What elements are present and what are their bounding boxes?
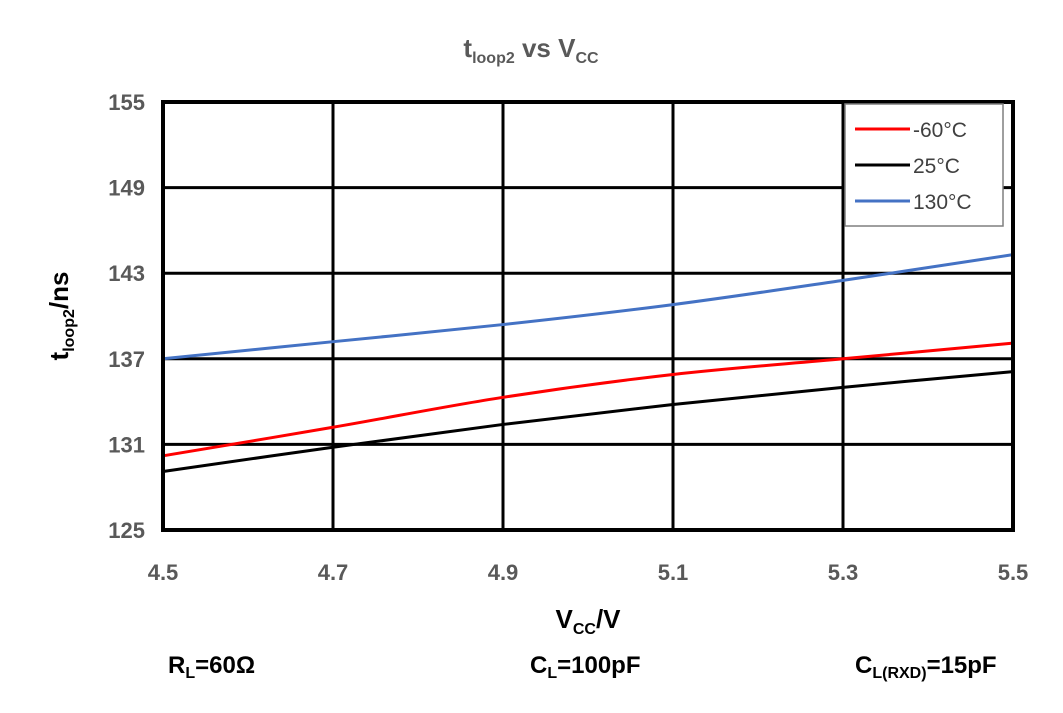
series-layer bbox=[162, 253, 1014, 473]
legend-label: 130°C bbox=[913, 191, 972, 214]
legend-label: 25°C bbox=[913, 155, 960, 178]
y-tick-label: 137 bbox=[108, 347, 145, 372]
y-tick-label: 125 bbox=[108, 518, 145, 543]
x-tick-label: 4.9 bbox=[488, 560, 519, 585]
condition-cl-rxd: CL(RXD)=15pF bbox=[855, 652, 997, 682]
x-tick-label: 4.5 bbox=[148, 560, 179, 585]
plot-frame bbox=[161, 100, 1015, 532]
y-tick-label: 143 bbox=[108, 261, 145, 286]
x-tick-label: 5.1 bbox=[658, 560, 689, 585]
series-line-2 bbox=[162, 253, 1014, 361]
x-axis-label: VCC/V bbox=[555, 604, 621, 638]
chart-title: tloop2 vs VCC bbox=[463, 33, 599, 67]
y-tick-label: 155 bbox=[108, 90, 145, 115]
x-tick-labels: 4.5 4.7 4.9 5.1 5.3 5.5 bbox=[148, 560, 1029, 585]
x-tick-label: 5.5 bbox=[998, 560, 1029, 585]
y-tick-label: 149 bbox=[108, 176, 145, 201]
y-tick-labels: 155 149 143 137 131 125 bbox=[108, 90, 145, 543]
condition-rl: RL=60Ω bbox=[168, 652, 255, 682]
series-line-0 bbox=[162, 341, 1014, 458]
series-line-1 bbox=[162, 370, 1014, 473]
y-tick-label: 131 bbox=[108, 432, 145, 457]
x-tick-label: 4.7 bbox=[318, 560, 349, 585]
legend-label: -60°C bbox=[913, 119, 967, 142]
y-axis-label: tloop2/ns bbox=[44, 272, 78, 361]
legend: -60°C 25°C 130°C bbox=[844, 103, 1004, 227]
condition-cl: CL=100pF bbox=[530, 652, 641, 682]
x-tick-label: 5.3 bbox=[828, 560, 859, 585]
